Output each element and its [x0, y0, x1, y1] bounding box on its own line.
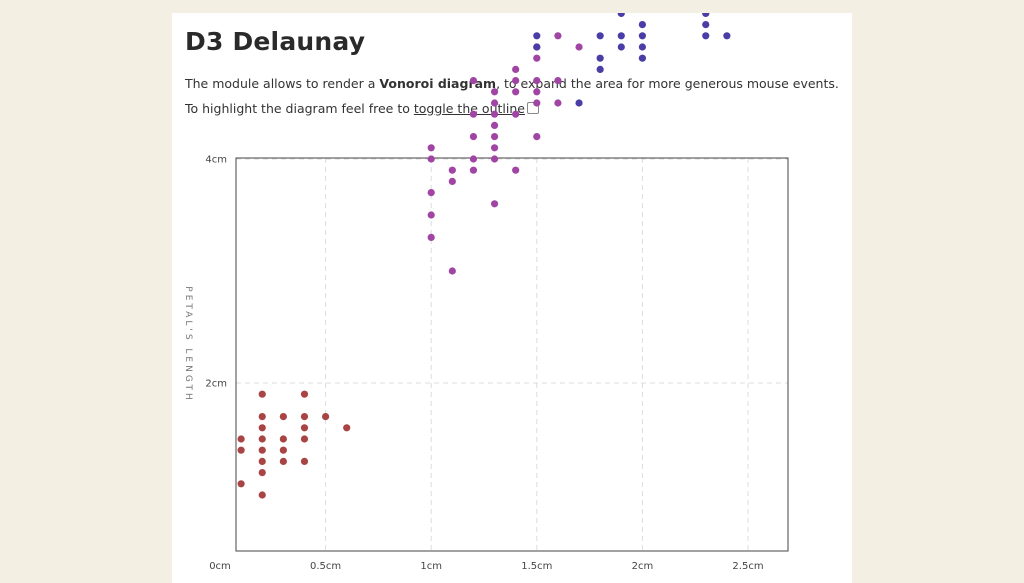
- data-point-virginica[interactable]: [638, 21, 646, 29]
- data-point-versicolor[interactable]: [490, 110, 499, 118]
- intro-bold-term: Vonoroi diagram: [379, 76, 497, 91]
- data-point-versicolor[interactable]: [512, 88, 520, 96]
- data-point-setosa[interactable]: [258, 457, 266, 465]
- data-point-setosa[interactable]: [237, 446, 245, 454]
- data-point-versicolor[interactable]: [575, 43, 583, 51]
- data-point-versicolor[interactable]: [469, 133, 478, 141]
- data-point-versicolor[interactable]: [490, 99, 499, 107]
- data-point-versicolor[interactable]: [512, 65, 520, 73]
- data-point-setosa[interactable]: [258, 390, 266, 398]
- data-point-versicolor[interactable]: [448, 166, 456, 174]
- highlight-text: To highlight the diagram feel free to: [185, 101, 414, 116]
- data-point-setosa[interactable]: [300, 390, 309, 398]
- y-tick-label: 4cm: [205, 155, 227, 166]
- page-card: D3 Delaunay The module allows to render …: [172, 13, 852, 583]
- y-axis-label: PETAL'S LENGTH: [183, 286, 193, 402]
- data-point-versicolor[interactable]: [490, 88, 499, 96]
- data-point-virginica[interactable]: [533, 32, 541, 40]
- data-point-setosa[interactable]: [279, 413, 287, 421]
- data-point-setosa[interactable]: [279, 446, 287, 454]
- data-point-versicolor[interactable]: [554, 99, 562, 107]
- x-tick-label: 1cm: [420, 561, 442, 572]
- data-point-setosa[interactable]: [258, 413, 266, 421]
- data-point-virginica[interactable]: [575, 99, 583, 107]
- y-tick-label: 2cm: [205, 379, 227, 390]
- x-axis: 0cm 0.5cm 1cm 1.5cm 2cm 2.5cm: [209, 561, 763, 572]
- data-point-virginica[interactable]: [596, 32, 604, 40]
- data-point-virginica[interactable]: [596, 65, 604, 73]
- x-tick-label: 1.5cm: [521, 561, 552, 572]
- data-point-setosa[interactable]: [322, 413, 330, 421]
- data-point-virginica[interactable]: [533, 43, 541, 51]
- data-point-versicolor[interactable]: [448, 267, 456, 275]
- intro-paragraph: The module allows to render a Vonoroi di…: [185, 76, 839, 91]
- data-point-setosa[interactable]: [300, 435, 309, 443]
- plot-frame: [235, 157, 789, 552]
- data-point-versicolor[interactable]: [427, 155, 435, 163]
- y-axis: 2cm4cm6cm: [205, 155, 227, 390]
- x-tick-label: 2.5cm: [732, 561, 763, 572]
- data-point-versicolor[interactable]: [533, 99, 541, 107]
- data-point-setosa[interactable]: [300, 424, 309, 432]
- data-point-versicolor[interactable]: [469, 166, 478, 174]
- data-point-virginica[interactable]: [617, 32, 625, 40]
- data-point-virginica[interactable]: [702, 21, 710, 29]
- data-point-setosa[interactable]: [343, 424, 351, 432]
- data-point-setosa[interactable]: [258, 424, 266, 432]
- data-point-versicolor[interactable]: [490, 144, 499, 152]
- data-point-setosa[interactable]: [237, 480, 245, 488]
- data-point-virginica[interactable]: [617, 43, 625, 51]
- data-point-versicolor[interactable]: [427, 189, 435, 197]
- data-point-virginica[interactable]: [723, 32, 731, 40]
- data-point-virginica[interactable]: [638, 32, 646, 40]
- data-point-setosa[interactable]: [258, 491, 266, 499]
- data-point-setosa[interactable]: [300, 457, 309, 465]
- data-point-versicolor[interactable]: [512, 166, 520, 174]
- data-point-setosa[interactable]: [279, 435, 287, 443]
- data-point-virginica[interactable]: [596, 54, 604, 62]
- data-point-versicolor[interactable]: [554, 32, 562, 40]
- data-point-versicolor[interactable]: [469, 77, 478, 85]
- data-point-versicolor[interactable]: [490, 155, 499, 163]
- data-point-setosa[interactable]: [258, 446, 266, 454]
- data-point-versicolor[interactable]: [533, 133, 541, 141]
- x-tick-label: 0cm: [209, 561, 231, 572]
- data-point-versicolor[interactable]: [448, 177, 456, 185]
- data-point-virginica[interactable]: [638, 43, 646, 51]
- data-point-versicolor[interactable]: [554, 77, 562, 85]
- grid-lines: [236, 158, 788, 551]
- data-point-versicolor[interactable]: [490, 133, 499, 141]
- data-point-versicolor[interactable]: [427, 144, 435, 152]
- data-point-versicolor[interactable]: [427, 211, 435, 219]
- data-point-versicolor[interactable]: [427, 233, 435, 241]
- data-point-versicolor[interactable]: [490, 121, 499, 129]
- data-point-setosa[interactable]: [279, 457, 287, 465]
- intro-text-after: , to expand the area for more generous m…: [496, 76, 839, 91]
- data-point-versicolor[interactable]: [512, 110, 520, 118]
- page-title: D3 Delaunay: [185, 27, 366, 56]
- data-point-virginica[interactable]: [702, 32, 710, 40]
- x-tick-label: 2cm: [632, 561, 654, 572]
- data-point-virginica[interactable]: [617, 13, 625, 17]
- data-point-setosa[interactable]: [258, 435, 266, 443]
- data-point-versicolor[interactable]: [490, 200, 499, 208]
- data-point-versicolor[interactable]: [533, 88, 541, 96]
- data-point-versicolor[interactable]: [533, 54, 541, 62]
- data-point-setosa[interactable]: [258, 469, 266, 477]
- data-point-versicolor[interactable]: [512, 77, 520, 85]
- data-point-versicolor[interactable]: [469, 110, 478, 118]
- x-tick-label: 0.5cm: [310, 561, 341, 572]
- data-point-virginica[interactable]: [638, 54, 646, 62]
- data-points: [237, 13, 731, 499]
- data-point-virginica[interactable]: [702, 13, 710, 17]
- data-point-versicolor[interactable]: [469, 155, 478, 163]
- data-point-versicolor[interactable]: [533, 77, 541, 85]
- data-point-setosa[interactable]: [300, 413, 309, 421]
- intro-text-before: The module allows to render a: [185, 76, 380, 91]
- data-point-setosa[interactable]: [237, 435, 245, 443]
